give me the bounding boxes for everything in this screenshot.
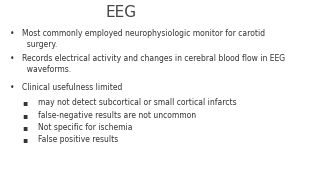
Text: false-negative results are not uncommon: false-negative results are not uncommon	[38, 111, 196, 120]
Text: ▪: ▪	[22, 123, 28, 132]
Text: Not specific for ischemia: Not specific for ischemia	[38, 123, 133, 132]
Text: •: •	[10, 29, 14, 38]
Text: Records electrical activity and changes in cerebral blood flow in EEG
  waveform: Records electrical activity and changes …	[22, 54, 285, 75]
Text: ▪: ▪	[22, 111, 28, 120]
Text: ▪: ▪	[22, 135, 28, 144]
Text: •: •	[10, 54, 14, 63]
Text: False positive results: False positive results	[38, 135, 119, 144]
Text: EEG: EEG	[106, 5, 137, 20]
Text: •: •	[10, 83, 14, 92]
Text: Most commonly employed neurophysiologic monitor for carotid
  surgery.: Most commonly employed neurophysiologic …	[22, 29, 266, 49]
Text: Clinical usefulness limited: Clinical usefulness limited	[22, 83, 123, 92]
Text: may not detect subcortical or small cortical infarcts: may not detect subcortical or small cort…	[38, 98, 237, 107]
Text: ▪: ▪	[22, 98, 28, 107]
